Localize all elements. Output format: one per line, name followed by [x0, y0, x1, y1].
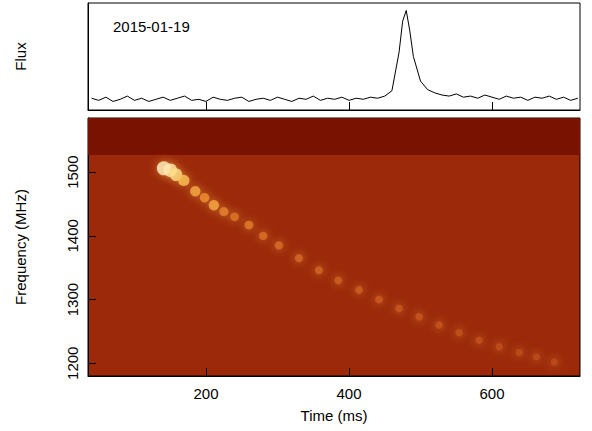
svg-text:1200: 1200 [64, 347, 81, 380]
svg-text:2015-01-19: 2015-01-19 [113, 18, 190, 35]
svg-text:600: 600 [480, 385, 505, 402]
svg-text:1500: 1500 [64, 155, 81, 188]
svg-text:200: 200 [193, 385, 218, 402]
svg-text:Frequency (MHz): Frequency (MHz) [12, 189, 29, 305]
svg-text:Time (ms): Time (ms) [301, 407, 368, 424]
svg-text:Flux: Flux [12, 42, 29, 71]
svg-text:400: 400 [337, 385, 362, 402]
svg-text:1300: 1300 [64, 283, 81, 316]
svg-text:1400: 1400 [64, 219, 81, 252]
